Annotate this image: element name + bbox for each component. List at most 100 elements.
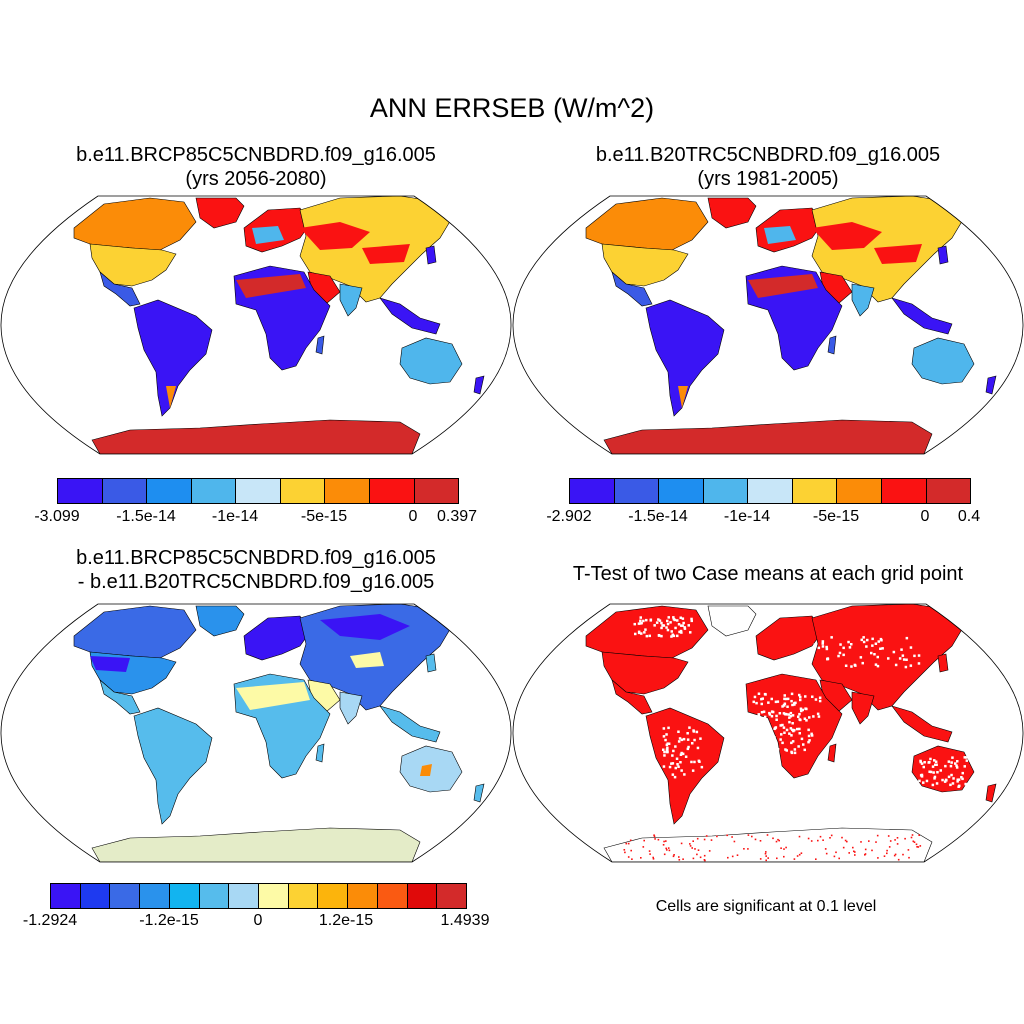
nonsignificant-cell — [800, 737, 804, 741]
nonsignificant-cell — [905, 636, 909, 640]
significant-cell — [665, 847, 667, 850]
nonsignificant-cell — [767, 701, 770, 704]
landmass-japan — [425, 245, 437, 265]
nonsignificant-cell — [931, 765, 935, 768]
nonsignificant-cell — [817, 646, 821, 650]
significant-cell — [810, 840, 813, 842]
landmass-usa — [601, 651, 689, 695]
nonsignificant-cell — [687, 624, 690, 627]
nonsignificant-cell — [676, 634, 679, 638]
nonsignificant-cell — [784, 748, 787, 751]
significant-cell — [793, 858, 796, 860]
nonsignificant-cell — [686, 747, 690, 751]
nonsignificant-cell — [898, 657, 902, 660]
nonsignificant-cell — [684, 755, 688, 758]
significant-cell — [896, 843, 899, 845]
significant-cell — [765, 859, 767, 862]
landmass-nz — [473, 783, 485, 803]
landmass-seasia — [379, 705, 441, 743]
landmass-seasia — [891, 705, 953, 743]
nonsignificant-cell — [913, 654, 916, 658]
nonsignificant-cell — [667, 742, 671, 745]
significant-cell — [835, 851, 837, 854]
nonsignificant-cell — [909, 646, 913, 649]
nonsignificant-cell — [667, 616, 670, 619]
nonsignificant-cell — [653, 624, 656, 627]
nonsignificant-cell — [785, 713, 788, 716]
nonsignificant-cell — [955, 766, 959, 769]
colorbar-swatch — [614, 479, 660, 503]
significant-cell — [710, 839, 713, 841]
landmass-india — [851, 691, 875, 725]
nonsignificant-cell — [798, 727, 801, 731]
nonsignificant-cell — [671, 762, 675, 765]
nonsignificant-cell — [933, 775, 937, 779]
colorbar-swatch — [236, 479, 281, 503]
nonsignificant-cell — [866, 638, 869, 642]
significant-cell — [783, 855, 785, 858]
nonsignificant-cell — [679, 616, 682, 619]
nonsignificant-cell — [956, 778, 959, 781]
significant-cell — [838, 857, 840, 860]
significant-cell — [854, 854, 856, 856]
nonsignificant-cell — [790, 734, 793, 737]
nonsignificant-cell — [782, 726, 786, 729]
nonsignificant-cell — [637, 622, 641, 625]
nonsignificant-cell — [779, 724, 782, 727]
significant-cell — [822, 839, 824, 841]
nonsignificant-cell — [933, 777, 936, 780]
regional-value-patch — [678, 386, 688, 408]
regional-value-patch — [350, 652, 384, 668]
nonsignificant-cell — [922, 781, 925, 784]
colorbar-swatch — [58, 479, 103, 503]
significant-cell — [648, 850, 651, 852]
nonsignificant-cell — [817, 715, 821, 718]
nonsignificant-cell — [782, 703, 786, 707]
significant-cell — [631, 858, 633, 860]
nonsignificant-cell — [850, 643, 853, 646]
nonsignificant-cell — [956, 780, 959, 783]
significant-cell — [871, 849, 873, 852]
nonsignificant-cell — [871, 637, 874, 641]
landmass-europe — [755, 615, 823, 661]
nonsignificant-cell — [957, 778, 961, 781]
nonsignificant-cell — [793, 703, 796, 706]
significant-cell — [629, 839, 632, 842]
nonsignificant-cell — [689, 631, 692, 634]
nonsignificant-cell — [814, 645, 817, 648]
nonsignificant-cell — [808, 739, 811, 742]
nonsignificant-cell — [669, 621, 672, 624]
nonsignificant-cell — [758, 715, 761, 719]
nonsignificant-cell — [682, 621, 685, 625]
nonsignificant-cell — [949, 783, 952, 787]
landmass-india — [339, 283, 363, 317]
nonsignificant-cell — [683, 626, 686, 629]
significant-cell — [819, 835, 822, 838]
regional-value-patch — [748, 274, 818, 298]
significant-cell — [889, 840, 892, 842]
nonsignificant-cell — [881, 647, 884, 650]
nonsignificant-cell — [918, 779, 921, 783]
landmass-greenland — [707, 605, 757, 637]
nonsignificant-cell — [673, 775, 677, 779]
nonsignificant-cell — [799, 695, 802, 699]
significant-cell — [764, 852, 767, 855]
nonsignificant-cell — [693, 760, 696, 764]
nonsignificant-cell — [939, 769, 942, 772]
nonsignificant-cell — [662, 774, 665, 778]
nonsignificant-cell — [686, 732, 689, 735]
colorbar3-label: 1.4939 — [440, 912, 490, 929]
nonsignificant-cell — [838, 651, 842, 655]
nonsignificant-cell — [775, 718, 778, 721]
nonsignificant-cell — [821, 640, 825, 643]
panel2-title-line2: (yrs 1981-2005) — [697, 168, 839, 190]
nonsignificant-cell — [941, 778, 944, 782]
nonsignificant-cell — [818, 696, 822, 699]
nonsignificant-cell — [645, 618, 648, 622]
nonsignificant-cell — [965, 759, 969, 762]
landmass-samerica — [645, 299, 725, 417]
significant-cell — [848, 852, 850, 854]
nonsignificant-cell — [951, 756, 954, 759]
significant-cell — [673, 854, 675, 856]
nonsignificant-cell — [917, 654, 921, 657]
